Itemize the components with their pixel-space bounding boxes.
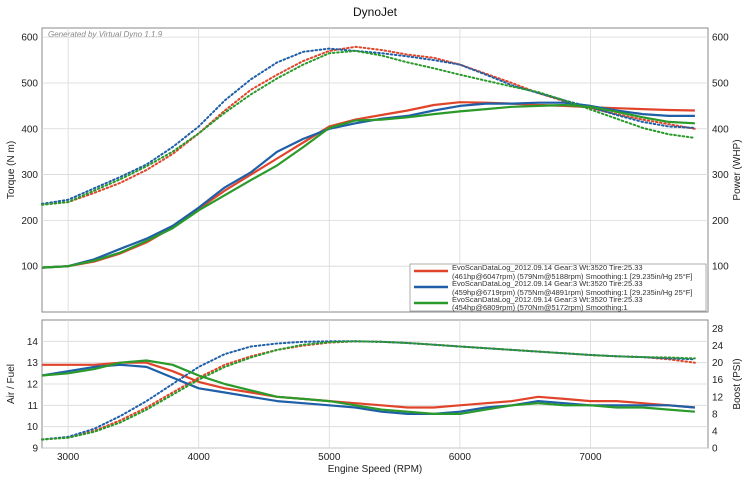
y-tick-label: 13 [27,358,39,369]
legend-detail-green: (454hp@6809rpm) (570Nm@5172rpm) Smoothin… [452,303,628,312]
y2-tick-label: 4 [712,426,718,437]
y-tick-label: 10 [27,422,39,433]
x-axis-label: Engine Speed (RPM) [328,464,423,475]
top-panel-ticks: 100 200 300 400 500 600 100 200 300 400 500 600 [21,33,729,273]
y2-tick-label: 200 [712,216,729,227]
series-0-afr-line [42,361,695,409]
y-tick-label: 500 [21,78,38,89]
legend-detail-red: (461hp@6047rpm) (579Nm@5188rpm) Smoothin… [452,272,692,281]
legend-name-green: EvoScanDataLog_2012.09.14 Gear:3 Wt:3520… [452,295,643,304]
afr-axis-label: Air / Fuel [6,364,17,404]
y-tick-label: 600 [21,33,38,44]
x-tick-label: 6000 [449,452,472,463]
y-tick-label: 14 [27,337,39,348]
series-2-power-line [41,103,695,269]
legend-box [409,263,707,312]
bottom-panel-ticks: 3000 4000 5000 6000 7000 9 10 11 12 13 14 0 4 8 12 16 20… [27,324,724,463]
x-tick-label: 4000 [188,452,211,463]
torque-axis-label: Torque (N m) [6,141,17,199]
y2-tick-label: 20 [712,358,724,369]
series-2-torque-line [41,49,696,206]
y2-tick-label: 0 [712,444,718,455]
legend-name-blue: EvoScanDataLog_2012.09.14 Gear:3 Wt:3520… [452,279,643,288]
top-panel-lines [41,45,696,269]
y2-tick-label: 500 [712,78,729,89]
boost-axis-label: Boost (PSI) [732,358,743,409]
y-tick-label: 100 [21,262,38,273]
legend-detail-blue: (459hp@6719rpm) (575Nm@4891rpm) Smoothin… [452,288,692,297]
y-tick-label: 11 [28,401,39,412]
top-panel-frame [41,27,709,313]
y-tick-label: 9 [32,444,38,455]
y2-tick-label: 8 [712,409,718,420]
y2-tick-label: 12 [712,392,724,403]
y2-tick-label: 100 [712,262,729,273]
series-2-boost-line [41,340,696,441]
x-tick-label: 5000 [318,452,341,463]
y-tick-label: 12 [27,380,39,391]
y-tick-label: 400 [21,124,38,135]
y2-tick-label: 300 [712,170,729,181]
y2-tick-label: 16 [712,375,724,386]
x-tick-label: 3000 [57,452,80,463]
legend: EvoScanDataLog_2012.09.14 Gear:3 Wt:3520… [409,263,707,312]
chart-title: DynoJet [353,5,398,19]
y2-tick-label: 600 [712,33,729,44]
y-tick-label: 200 [21,216,38,227]
y2-tick-label: 28 [712,324,724,335]
y2-tick-label: 24 [712,341,724,352]
bottom-panel-lines [41,340,696,441]
x-tick-label: 7000 [579,452,602,463]
y-tick-label: 300 [21,170,38,181]
y2-tick-label: 400 [712,124,729,135]
watermark: Generated by Virtual Dyno 1.1.9 [48,30,163,39]
legend-name-red: EvoScanDataLog_2012.09.14 Gear:3 Wt:3520… [452,263,643,272]
series-2-afr-line [41,359,695,415]
power-axis-label: Power (WHP) [732,139,743,200]
